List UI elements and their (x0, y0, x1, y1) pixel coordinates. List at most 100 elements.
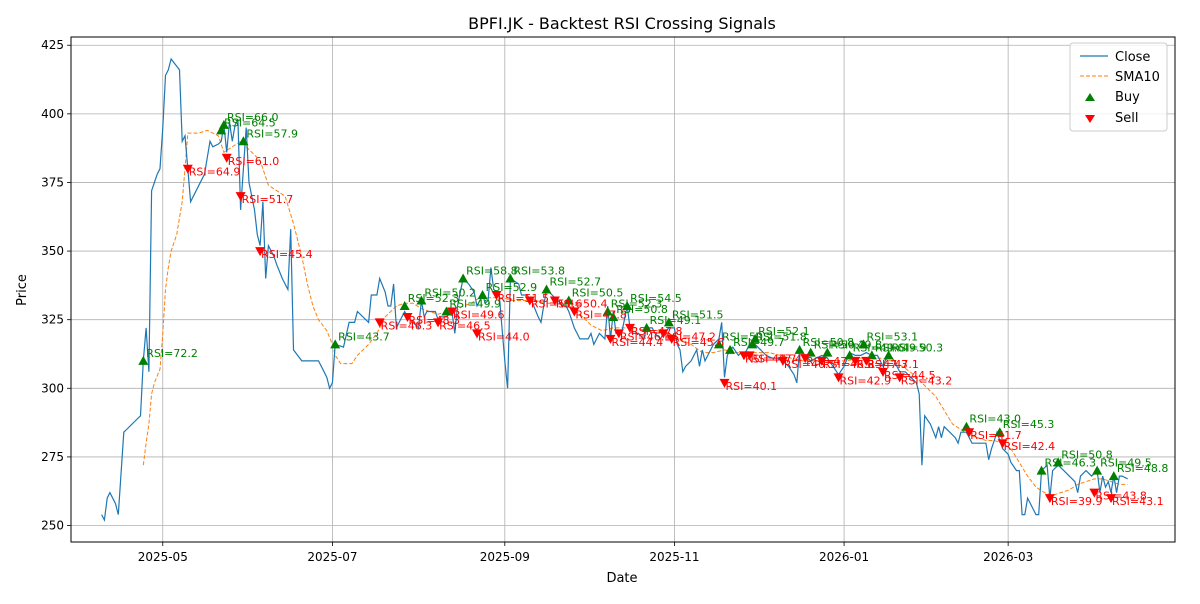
buy-rsi-label: RSI=72.2 (146, 347, 198, 360)
buy-marker (725, 344, 736, 354)
buy-marker (416, 295, 427, 305)
sell-rsi-label: RSI=46.3 (381, 319, 433, 332)
buy-rsi-label: RSI=64.5 (224, 116, 276, 129)
y-tick-label: 425 (41, 38, 64, 52)
buy-marker (822, 347, 833, 357)
x-tick-label: 2025-07 (307, 550, 357, 564)
sell-marker (374, 318, 385, 328)
y-tick-label: 275 (41, 450, 64, 464)
buy-marker (458, 273, 469, 283)
buy-marker (622, 300, 633, 310)
buy-marker (994, 427, 1005, 437)
buy-rsi-label: RSI=49.9 (449, 297, 501, 310)
buy-marker (238, 136, 249, 146)
y-axis-title: Price (15, 274, 30, 306)
buy-marker (541, 284, 552, 294)
sell-marker (569, 307, 580, 317)
buy-rsi-label: RSI=51.5 (672, 308, 724, 321)
sell-rsi-label: RSI=51.7 (242, 193, 294, 206)
x-tick-label: 2026-01 (819, 550, 869, 564)
chart-title: BPFI.JK - Backtest RSI Crossing Signals (468, 14, 776, 33)
legend-box (1069, 42, 1168, 132)
sell-rsi-label: RSI=39.9 (1051, 495, 1103, 508)
buy-marker (441, 306, 452, 316)
sell-rsi-label: RSI=42.4 (1004, 440, 1056, 453)
buy-marker (1053, 457, 1064, 467)
buy-marker (218, 119, 229, 129)
legend-sell-label: Sell (1115, 111, 1138, 126)
sell-marker (491, 290, 502, 300)
sell-rsi-label: RSI=44.0 (478, 330, 530, 343)
sell-rsi-label: RSI=47.8 (631, 325, 683, 338)
buy-marker (505, 273, 516, 283)
sell-rsi-label: RSI=64.9 (189, 166, 241, 179)
y-tick-label: 400 (41, 107, 64, 121)
sell-marker (719, 378, 730, 388)
sell-rsi-label: RSI=61.0 (228, 155, 280, 168)
sell-marker (472, 329, 483, 339)
buy-rsi-label: RSI=52.1 (758, 325, 810, 338)
sell-rsi-label: RSI=46.5 (439, 319, 491, 332)
y-tick-label: 250 (41, 519, 64, 533)
sell-rsi-label: RSI=49.6 (453, 308, 505, 321)
buy-rsi-label: RSI=43.7 (338, 330, 390, 343)
sell-marker (744, 351, 755, 361)
buy-marker (663, 317, 674, 327)
sell-rsi-label: RSI=47.2 (664, 330, 716, 343)
buy-marker (858, 339, 869, 349)
sell-rsi-label: RSI=45.4 (261, 248, 313, 261)
x-tick-label: 2025-05 (138, 550, 188, 564)
close-line (101, 57, 1128, 522)
sell-marker (605, 334, 616, 344)
sell-rsi-label: RSI=47.4 (751, 352, 803, 365)
sell-rsi-label: RSI=43.2 (901, 374, 953, 387)
sell-marker (182, 164, 193, 174)
sell-marker (964, 428, 975, 438)
buy-rsi-label: RSI=54.5 (630, 292, 682, 305)
sell-marker (658, 329, 669, 339)
buy-rsi-label: RSI=50.2 (424, 286, 476, 299)
buy-rsi-label: RSI=53.8 (513, 265, 565, 278)
legend-sell-marker (1085, 115, 1095, 123)
legend-buy-label: Buy (1115, 90, 1140, 105)
buy-rsi-label: RSI=50.3 (892, 341, 944, 354)
sell-marker (1044, 494, 1055, 504)
sell-marker (878, 367, 889, 377)
sell-marker (235, 192, 246, 202)
sell-rsi-label: RSI=43.8 (1095, 490, 1147, 503)
grid-lines (71, 37, 1175, 542)
legend-close-label: Close (1115, 50, 1150, 65)
sell-marker (997, 439, 1008, 449)
sell-marker (1089, 488, 1100, 498)
buy-rsi-label: RSI=57.9 (246, 127, 298, 140)
sell-marker (777, 356, 788, 366)
sell-marker (1106, 494, 1117, 504)
sell-rsi-label: RSI=47.1 (867, 358, 919, 371)
buy-rsi-label: RSI=50.1 (814, 339, 866, 352)
buy-marker (641, 322, 652, 332)
sell-rsi-label: RSI=41.7 (970, 429, 1022, 442)
buy-rsi-label: RSI=50.8 (1061, 448, 1113, 461)
sell-rsi-label: RSI=44.4 (611, 336, 663, 349)
sell-marker (861, 356, 872, 366)
sell-rsi-label: RSI=51.6 (531, 297, 583, 310)
buy-rsi-label: RSI=49.8 (830, 339, 882, 352)
x-tick-label: 2025-09 (480, 550, 530, 564)
sell-rsi-label: RSI=43.1 (1112, 495, 1164, 508)
legend-sma-label: SMA10 (1115, 70, 1160, 85)
sell-marker (433, 318, 444, 328)
buy-marker (399, 300, 410, 310)
buy-rsi-label: RSI=58.8 (466, 265, 518, 278)
buy-marker (563, 295, 574, 305)
x-tick-label: 2026-03 (983, 550, 1033, 564)
buy-rsi-label: RSI=51.8 (755, 330, 807, 343)
buy-rsi-label: RSI=49.5 (1100, 457, 1152, 470)
sell-marker (800, 354, 811, 364)
sell-marker (446, 307, 457, 317)
buy-rsi-label: RSI=52.7 (550, 276, 602, 289)
sell-rsi-label: RSI=47.8 (575, 308, 627, 321)
buy-marker (216, 125, 227, 135)
buy-marker (1036, 465, 1047, 475)
